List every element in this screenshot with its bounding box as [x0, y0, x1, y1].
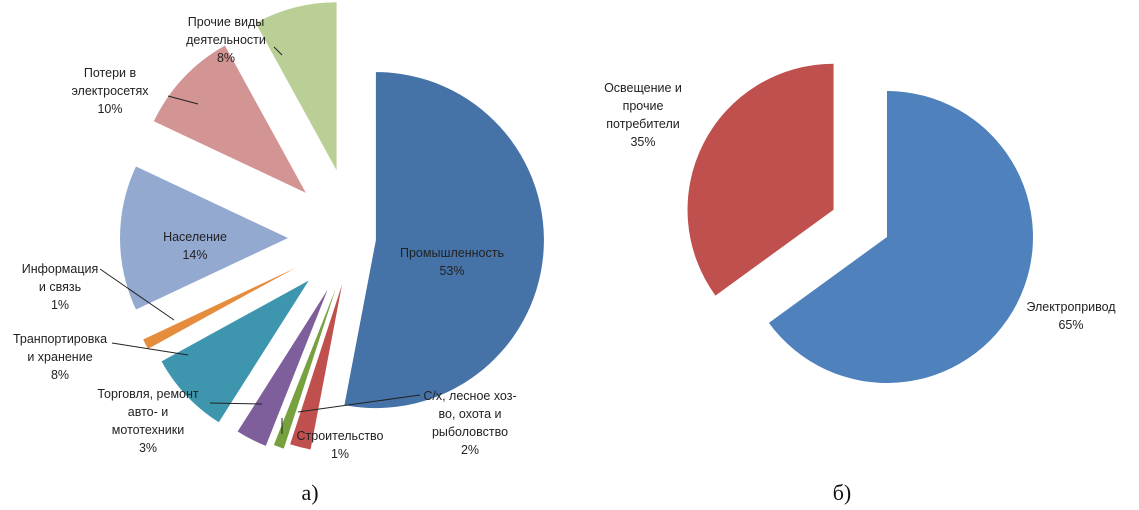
pie-slice-0-0: [344, 72, 544, 409]
pie-a-leader-1: [297, 394, 421, 413]
pie-a-leader-7: [167, 95, 199, 105]
pie-b-label-1: Освещение и прочие потребители 35%: [604, 81, 682, 149]
pie-slice-1-1: [687, 63, 834, 296]
pie-slice-1-0: [768, 91, 1033, 383]
pie-a-label-5: Информация и связь 1%: [22, 262, 99, 312]
pie-a-leader-4: [111, 342, 189, 356]
pie-a-leader-5: [99, 268, 175, 321]
pie-chart-b: Электропривод 65% Освещение и прочие потреби…: [604, 63, 1116, 383]
pie-a-label-7: Потери в электросетях 10%: [71, 66, 149, 116]
pie-a-label-0: Промышленность 53%: [400, 246, 504, 278]
pie-slice-0-8: [255, 2, 337, 171]
pie-a-label-6: Население 14%: [163, 230, 227, 262]
pie-a-label-4: Транпортировка и хранение 8%: [13, 332, 107, 382]
caption-b: б): [833, 480, 852, 505]
pie-a-label-1: С/х, лесное хоз-во, охота и рыболовство 2%: [423, 389, 516, 457]
pie-slice-0-3: [237, 289, 328, 446]
pie-slice-0-1: [290, 284, 343, 450]
pie-a-leader-8: [273, 46, 283, 56]
pie-b-label-0: Электропривод 65%: [1026, 300, 1116, 332]
pie-slice-0-6: [120, 166, 289, 310]
pie-a-label-3: Торговля, ремонт авто- и мототехники 3%: [97, 387, 199, 455]
caption-a: а): [301, 480, 318, 505]
pie-slice-0-2: [273, 288, 336, 449]
pie-chart-a: Промышленность 53% С/х, лесное хоз-во, охо…: [13, 2, 544, 461]
pie-slice-0-5: [143, 267, 296, 349]
pie-slice-0-7: [153, 45, 306, 193]
pie-a-label-2: Строительство 1%: [297, 429, 384, 461]
pie-slice-0-4: [161, 280, 309, 423]
pie-a-leader-3: [209, 402, 263, 405]
pie-a-label-8: Прочие виды деятельности 8%: [186, 15, 266, 65]
